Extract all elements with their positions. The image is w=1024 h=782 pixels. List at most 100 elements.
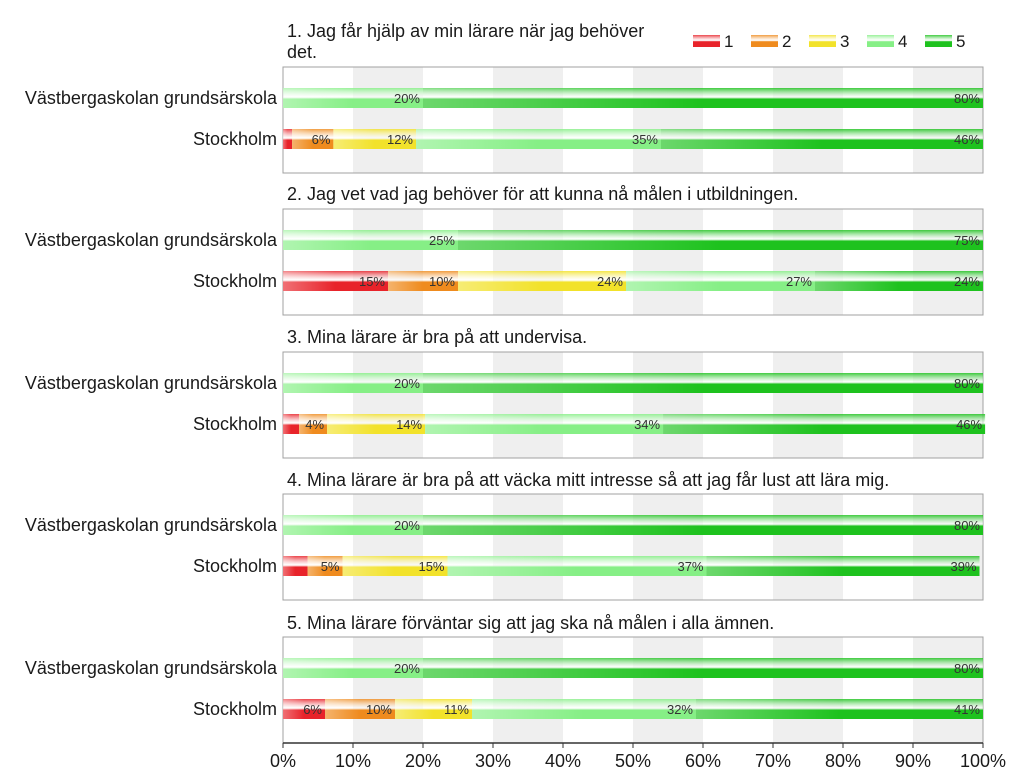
- bar-segment-gloss: [458, 271, 626, 291]
- data-label: 20%: [394, 91, 420, 106]
- legend-swatch-2: [751, 35, 778, 47]
- bar-segment-gloss: [423, 88, 983, 108]
- grid-band: [633, 494, 703, 600]
- bar-segment-gloss: [472, 699, 696, 719]
- bar-segment-gloss: [815, 271, 983, 291]
- data-label: 24%: [597, 274, 623, 289]
- x-axis: 0% 10% 20% 30% 40% 50% 60% 70% 80% 90% 100%: [270, 742, 1006, 771]
- bar-segment-gloss: [292, 129, 334, 149]
- category-label: Stockholm: [193, 414, 277, 434]
- grid-band: [773, 494, 843, 600]
- category-label: Västbergaskolan grundsärskola: [25, 658, 278, 678]
- legend-label: 3: [840, 32, 849, 51]
- data-label: 27%: [786, 274, 812, 289]
- bar-segment-gloss: [423, 373, 983, 393]
- panel-4: 4. Mina lärare är bra på att väcka mitt …: [25, 470, 984, 601]
- grid-band: [493, 637, 563, 743]
- grid-band: [493, 352, 563, 458]
- x-tick-label: 20%: [405, 751, 441, 771]
- data-label: 6%: [303, 702, 322, 717]
- panel-5: 5. Mina lärare förväntar sig att jag ska…: [25, 613, 984, 744]
- panel-3: 3. Mina lärare är bra på att undervisa. V…: [25, 327, 986, 459]
- data-label: 39%: [950, 559, 976, 574]
- bar-segment-gloss: [325, 699, 395, 719]
- grid-band: [773, 209, 843, 315]
- data-label: 32%: [667, 702, 693, 717]
- data-label: 12%: [387, 132, 413, 147]
- data-label: 20%: [394, 661, 420, 676]
- bar-segment-gloss: [706, 556, 980, 576]
- grid-band: [353, 67, 423, 173]
- category-label: Västbergaskolan grundsärskola: [25, 373, 278, 393]
- x-tick-label: 30%: [475, 751, 511, 771]
- x-tick-label: 10%: [335, 751, 371, 771]
- bar-segment-gloss: [283, 88, 423, 108]
- panel-frame: [282, 351, 984, 459]
- grid-band: [353, 352, 423, 458]
- data-label: 4%: [305, 417, 324, 432]
- bar-segment-gloss: [423, 515, 983, 535]
- bar-segment-gloss: [458, 230, 983, 250]
- x-tick-label: 70%: [755, 751, 791, 771]
- category-label: Stockholm: [193, 556, 277, 576]
- bar-segment-gloss: [283, 658, 423, 678]
- legend-label: 2: [782, 32, 791, 51]
- category-label: Västbergaskolan grundsärskola: [25, 230, 278, 250]
- x-tick-label: 40%: [545, 751, 581, 771]
- bar-segment-gloss: [663, 414, 986, 434]
- bar-segment-gloss: [283, 373, 423, 393]
- grid-band: [633, 637, 703, 743]
- bar-segment-gloss: [283, 699, 325, 719]
- data-label: 20%: [394, 376, 420, 391]
- legend-label: 1: [724, 32, 733, 51]
- grid-band: [493, 209, 563, 315]
- bar-segment-gloss: [283, 414, 300, 434]
- panel-frame: [282, 66, 984, 174]
- grid-band: [633, 67, 703, 173]
- bar-segment-gloss: [395, 699, 472, 719]
- panel-1: 1. Jag får hjälp av min lärare när jag b…: [25, 21, 984, 174]
- data-label: 15%: [359, 274, 385, 289]
- x-tick-label: 50%: [615, 751, 651, 771]
- bar-segment-gloss: [423, 658, 983, 678]
- category-label: Stockholm: [193, 699, 277, 719]
- bar-segment-gloss: [388, 271, 458, 291]
- panel-title: 1. Jag får hjälp av min lärare när jag b…: [287, 21, 644, 62]
- data-label: 75%: [954, 233, 980, 248]
- grid-band: [913, 67, 983, 173]
- legend-swatch-3: [809, 35, 836, 47]
- grid-band: [773, 67, 843, 173]
- grid-band: [773, 352, 843, 458]
- data-label: 80%: [954, 518, 980, 533]
- category-label: Västbergaskolan grundsärskola: [25, 515, 278, 535]
- grid-band: [913, 494, 983, 600]
- data-label: 80%: [954, 661, 980, 676]
- category-label: Stockholm: [193, 271, 277, 291]
- legend-swatch-5: [925, 35, 952, 47]
- grid-band: [493, 494, 563, 600]
- grid-band: [353, 494, 423, 600]
- bar-segment-gloss: [283, 129, 293, 149]
- grid-band: [913, 352, 983, 458]
- data-label: 41%: [954, 702, 980, 717]
- bar-segment-gloss: [327, 414, 426, 434]
- panel-title: 5. Mina lärare förväntar sig att jag ska…: [287, 613, 774, 633]
- x-tick-label: 80%: [825, 751, 861, 771]
- grid-band: [493, 67, 563, 173]
- bar-segment-gloss: [661, 129, 983, 149]
- bar-segment-gloss: [416, 129, 661, 149]
- bar-segment-gloss: [342, 556, 448, 576]
- bar-segment-gloss: [425, 414, 664, 434]
- data-label: 46%: [954, 132, 980, 147]
- data-label: 34%: [634, 417, 660, 432]
- bar-segment-gloss: [307, 556, 343, 576]
- x-tick-label: 0%: [270, 751, 296, 771]
- panel-frame: [282, 493, 984, 601]
- bar-segment-gloss: [283, 515, 423, 535]
- bar-segment-gloss: [283, 230, 458, 250]
- data-label: 20%: [394, 518, 420, 533]
- grid-band: [633, 352, 703, 458]
- data-label: 35%: [632, 132, 658, 147]
- data-label: 37%: [677, 559, 703, 574]
